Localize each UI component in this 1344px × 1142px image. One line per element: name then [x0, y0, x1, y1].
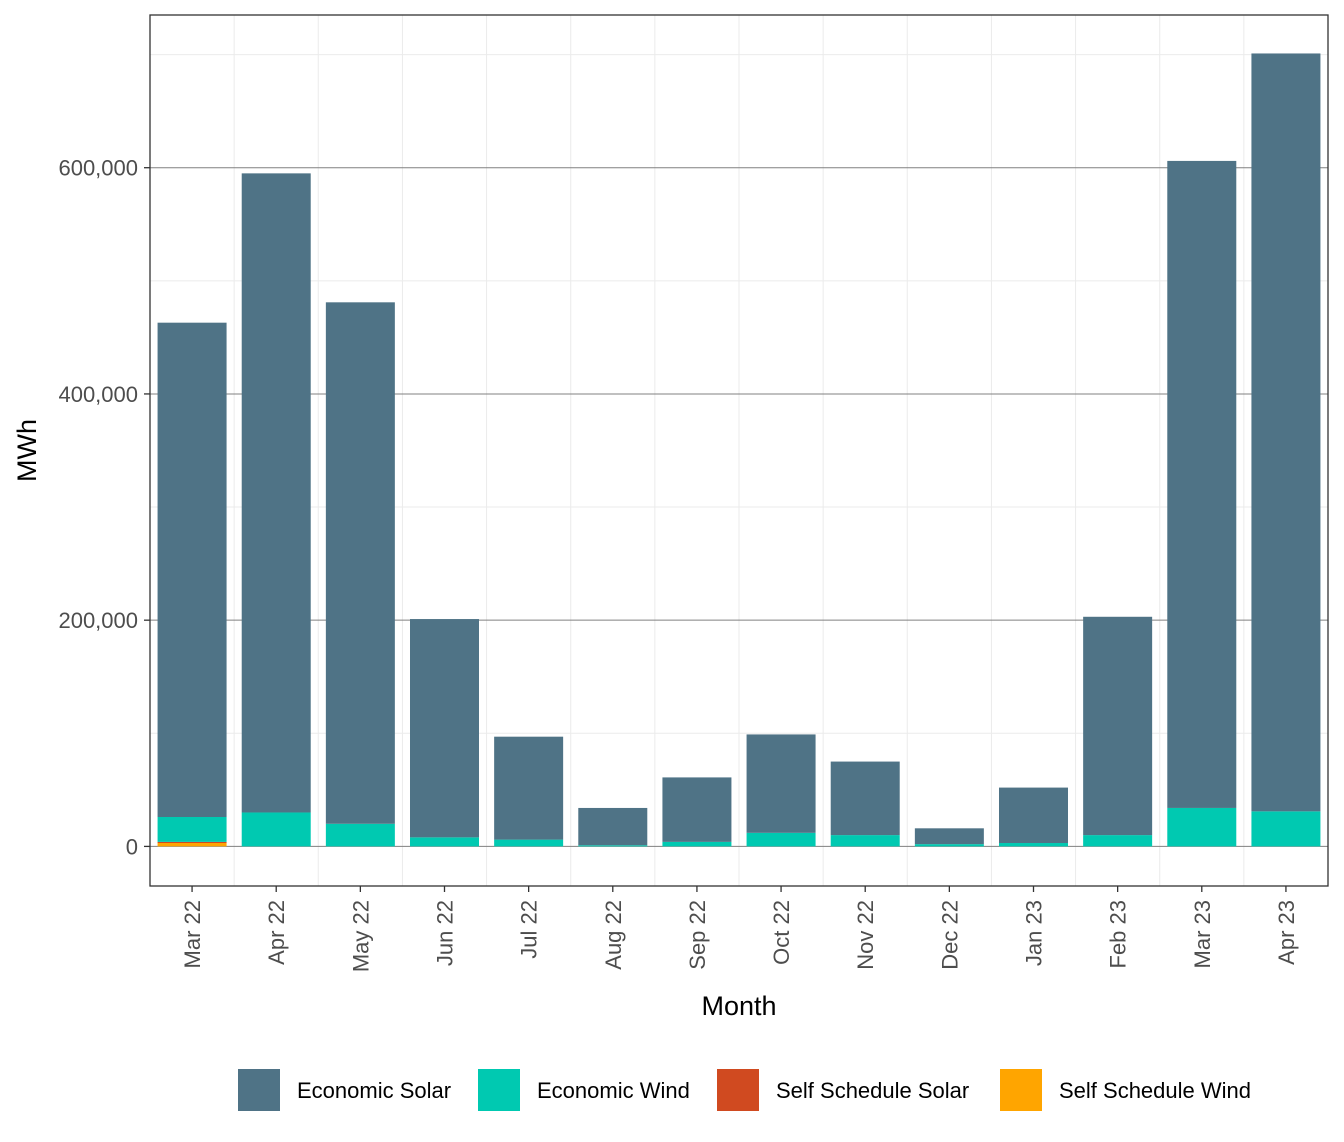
x-tick-label: Jan 23 [1022, 900, 1047, 966]
x-tick-label: Mar 23 [1190, 900, 1215, 968]
bar-economic-solar [241, 173, 311, 813]
legend-key-economic-solar [238, 1069, 280, 1111]
y-tick-label: 600,000 [58, 156, 138, 181]
y-tick-label: 0 [126, 834, 138, 859]
bar-self-schedule-wind [157, 843, 227, 847]
bar-economic-solar [746, 734, 816, 833]
bar-economic-solar [999, 787, 1068, 844]
bar-economic-solar [1083, 616, 1153, 836]
x-axis-title: Month [701, 991, 776, 1021]
x-tick-label: Apr 23 [1274, 900, 1299, 965]
bar-economic-wind [494, 839, 564, 847]
y-tick-label: 400,000 [58, 382, 138, 407]
x-axis: Mar 22 Apr 22 May 22 Jun 22 Jul 22 Aug 22 Sep … [180, 886, 1299, 972]
bar-economic-wind [999, 843, 1068, 847]
bar-economic-wind [914, 844, 984, 847]
bar-economic-wind [830, 835, 900, 847]
bar-economic-wind [410, 837, 479, 847]
bar-economic-solar [578, 807, 648, 846]
bar-economic-solar [830, 761, 900, 836]
legend-key-self-schedule-wind [1000, 1069, 1042, 1111]
bar-economic-wind [746, 832, 816, 847]
legend-key-self-schedule-solar [717, 1069, 759, 1111]
y-axis-title: MWh [12, 419, 42, 482]
bar-economic-solar [662, 777, 732, 842]
x-tick-label: Nov 22 [853, 900, 878, 970]
y-axis: 0 200,000 400,000 600,000 [58, 156, 150, 859]
x-tick-label: Apr 22 [264, 900, 289, 965]
x-tick-label: Oct 22 [769, 900, 794, 965]
bar-economic-wind [241, 812, 311, 847]
x-tick-label: Sep 22 [685, 900, 710, 970]
x-tick-label: Jul 22 [517, 900, 542, 959]
bar-economic-wind [1167, 807, 1237, 847]
legend: Economic Solar Economic Wind Self Schedule… [238, 1069, 1251, 1111]
x-tick-label: Jun 22 [433, 900, 458, 966]
bar-economic-wind [1083, 835, 1153, 847]
bar-economic-solar [410, 619, 479, 838]
legend-label-economic-wind: Economic Wind [537, 1078, 690, 1103]
x-tick-label: Feb 23 [1106, 900, 1131, 969]
bar-economic-solar [1251, 53, 1321, 812]
bar-economic-wind [157, 816, 227, 842]
bar-self-schedule-solar [157, 841, 227, 844]
bar-economic-solar [1167, 160, 1237, 808]
bar-economic-wind [1251, 811, 1321, 847]
x-tick-label: Dec 22 [937, 900, 962, 970]
x-tick-label: Aug 22 [601, 900, 626, 970]
y-tick-label: 200,000 [58, 608, 138, 633]
x-tick-label: Mar 22 [180, 900, 205, 968]
bar-economic-wind [325, 823, 395, 847]
bar-economic-solar [914, 828, 984, 845]
legend-label-self-schedule-wind: Self Schedule Wind [1059, 1078, 1251, 1103]
panel-border [149, 14, 1329, 887]
bar-economic-solar [325, 302, 395, 824]
legend-label-economic-solar: Economic Solar [297, 1078, 451, 1103]
legend-label-self-schedule-solar: Self Schedule Solar [776, 1078, 969, 1103]
bar-economic-solar [157, 322, 227, 817]
bar-economic-solar [494, 736, 564, 840]
x-tick-label: May 22 [348, 900, 373, 972]
bar-economic-wind [662, 841, 732, 847]
legend-key-economic-wind [478, 1069, 520, 1111]
bars [157, 53, 1321, 847]
bar-economic-wind [578, 845, 648, 847]
